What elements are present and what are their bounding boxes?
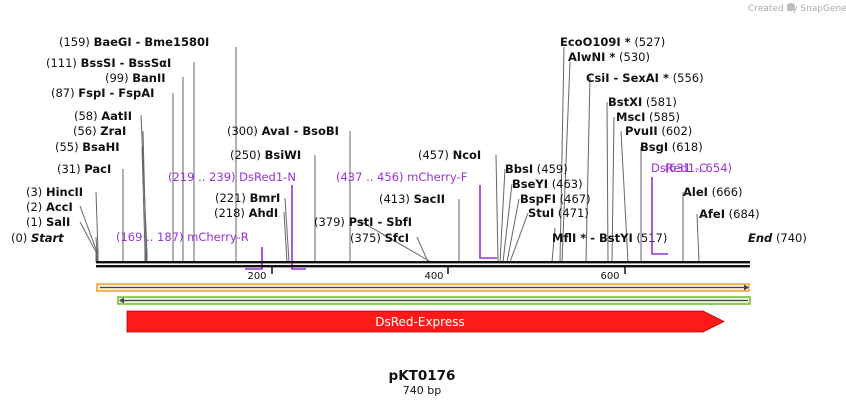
site-label-afei: AfeI (684) (699, 207, 760, 221)
site-label-banii: (99) BanII (105, 71, 166, 85)
tick-label-600: 600 (600, 271, 619, 282)
site-label-baegi: (159) BaeGI - Bme1580I (59, 35, 209, 49)
feature-label: DsRed-Express (375, 315, 464, 329)
site-label-ncoi: (457) NcoI (418, 148, 481, 162)
site-label-bsgi: BsgI (618) (640, 140, 703, 154)
primer-label-mcherry-f: (437 .. 456) mCherry-F (336, 170, 467, 184)
site-label-psti: (379) PstI - SbfI (314, 215, 412, 229)
primer-markers (245, 177, 668, 270)
primer-label-dsred1-c: DsRed1-C (651, 161, 707, 175)
site-label-sacii: (413) SacII (379, 192, 445, 206)
site-label-fspi: (87) FspI - FspAI (51, 86, 154, 100)
top-strand (96, 261, 750, 264)
site-label-alei: AleI (666) (683, 185, 743, 199)
site-label-end: End (740) (748, 231, 807, 245)
site-label-pvuii: PvuII (602) (625, 124, 692, 138)
feature-arrow (126, 310, 725, 333)
orf-bars (96, 283, 751, 305)
site-label-csii: CsiI - SexAI * (556) (586, 71, 704, 85)
site-label-mfli: MflI * - BstYI (517) (552, 231, 667, 245)
scale-ticks: 200 400 600 (247, 267, 626, 282)
site-label-sali: (1) SalI (26, 215, 70, 229)
plasmid-length: 740 bp (403, 384, 441, 397)
primer-label-mcherry-r: (169 .. 187) mCherry-R (116, 230, 249, 244)
feature-dsred-express: DsRed-Express (126, 310, 725, 333)
site-label-start: (0) Start (11, 231, 64, 245)
snapgene-logo-icon (787, 3, 795, 11)
left-site-labels: (0) Start (1) SalI (2) AccI (3) HincII (… (11, 35, 481, 245)
site-label-hincii: (3) HincII (26, 185, 83, 199)
site-label-avai: (300) AvaI - BsoBI (227, 124, 339, 138)
site-label-bsahi: (55) BsaHI (55, 140, 120, 154)
site-label-bbsi: BbsI (459) (505, 162, 568, 176)
site-label-bstxi: BstXI (581) (608, 95, 677, 109)
credit-text: Created by SnapGene (748, 4, 846, 14)
tick-label-200: 200 (247, 271, 266, 282)
primer-labels: (169 .. 187) mCherry-R (219 .. 239) DsRe… (116, 161, 707, 244)
site-label-ecoo109i: EcoO109I * (527) (560, 35, 665, 49)
site-label-stui: StuI (471) (528, 206, 589, 220)
dna-backbone (96, 261, 750, 268)
tick-label-400: 400 (424, 271, 443, 282)
site-label-bsssi: (111) BssSI - BssSαI (46, 56, 171, 70)
site-label-aatii: (58) AatII (74, 109, 132, 123)
site-label-bseyi: BseYI (463) (512, 177, 583, 191)
bottom-strand (96, 265, 750, 268)
primer-range-dsred1-c-text: (631 .. 654) (665, 161, 733, 175)
plasmid-name: pKT0176 (389, 368, 456, 384)
site-connectors (79, 46, 700, 263)
right-site-labels: BbsI (459) BseYI (463) BspFI (467) StuI … (505, 35, 807, 245)
site-label-bspfi: BspFI (467) (520, 192, 591, 206)
site-label-bmri: (221) BmrI (215, 191, 280, 205)
site-label-acci: (2) AccI (26, 200, 73, 214)
snapgene-credit: Created by SnapGene (748, 3, 846, 14)
site-label-paci: (31) PacI (57, 162, 111, 176)
primer-label-dsred1-n: (219 .. 239) DsRed1-N (168, 170, 296, 184)
site-label-bsiwi: (250) BsiWI (230, 148, 301, 162)
plasmid-title: pKT0176 740 bp (389, 368, 456, 397)
site-label-ahdi: (218) AhdI (214, 206, 278, 220)
site-label-msci: MscI (585) (616, 110, 680, 124)
site-label-zrai: (56) ZraI (73, 124, 126, 138)
site-label-alwni: AlwNI * (530) (568, 50, 650, 64)
site-label-sfci: (375) SfcI (350, 231, 409, 245)
